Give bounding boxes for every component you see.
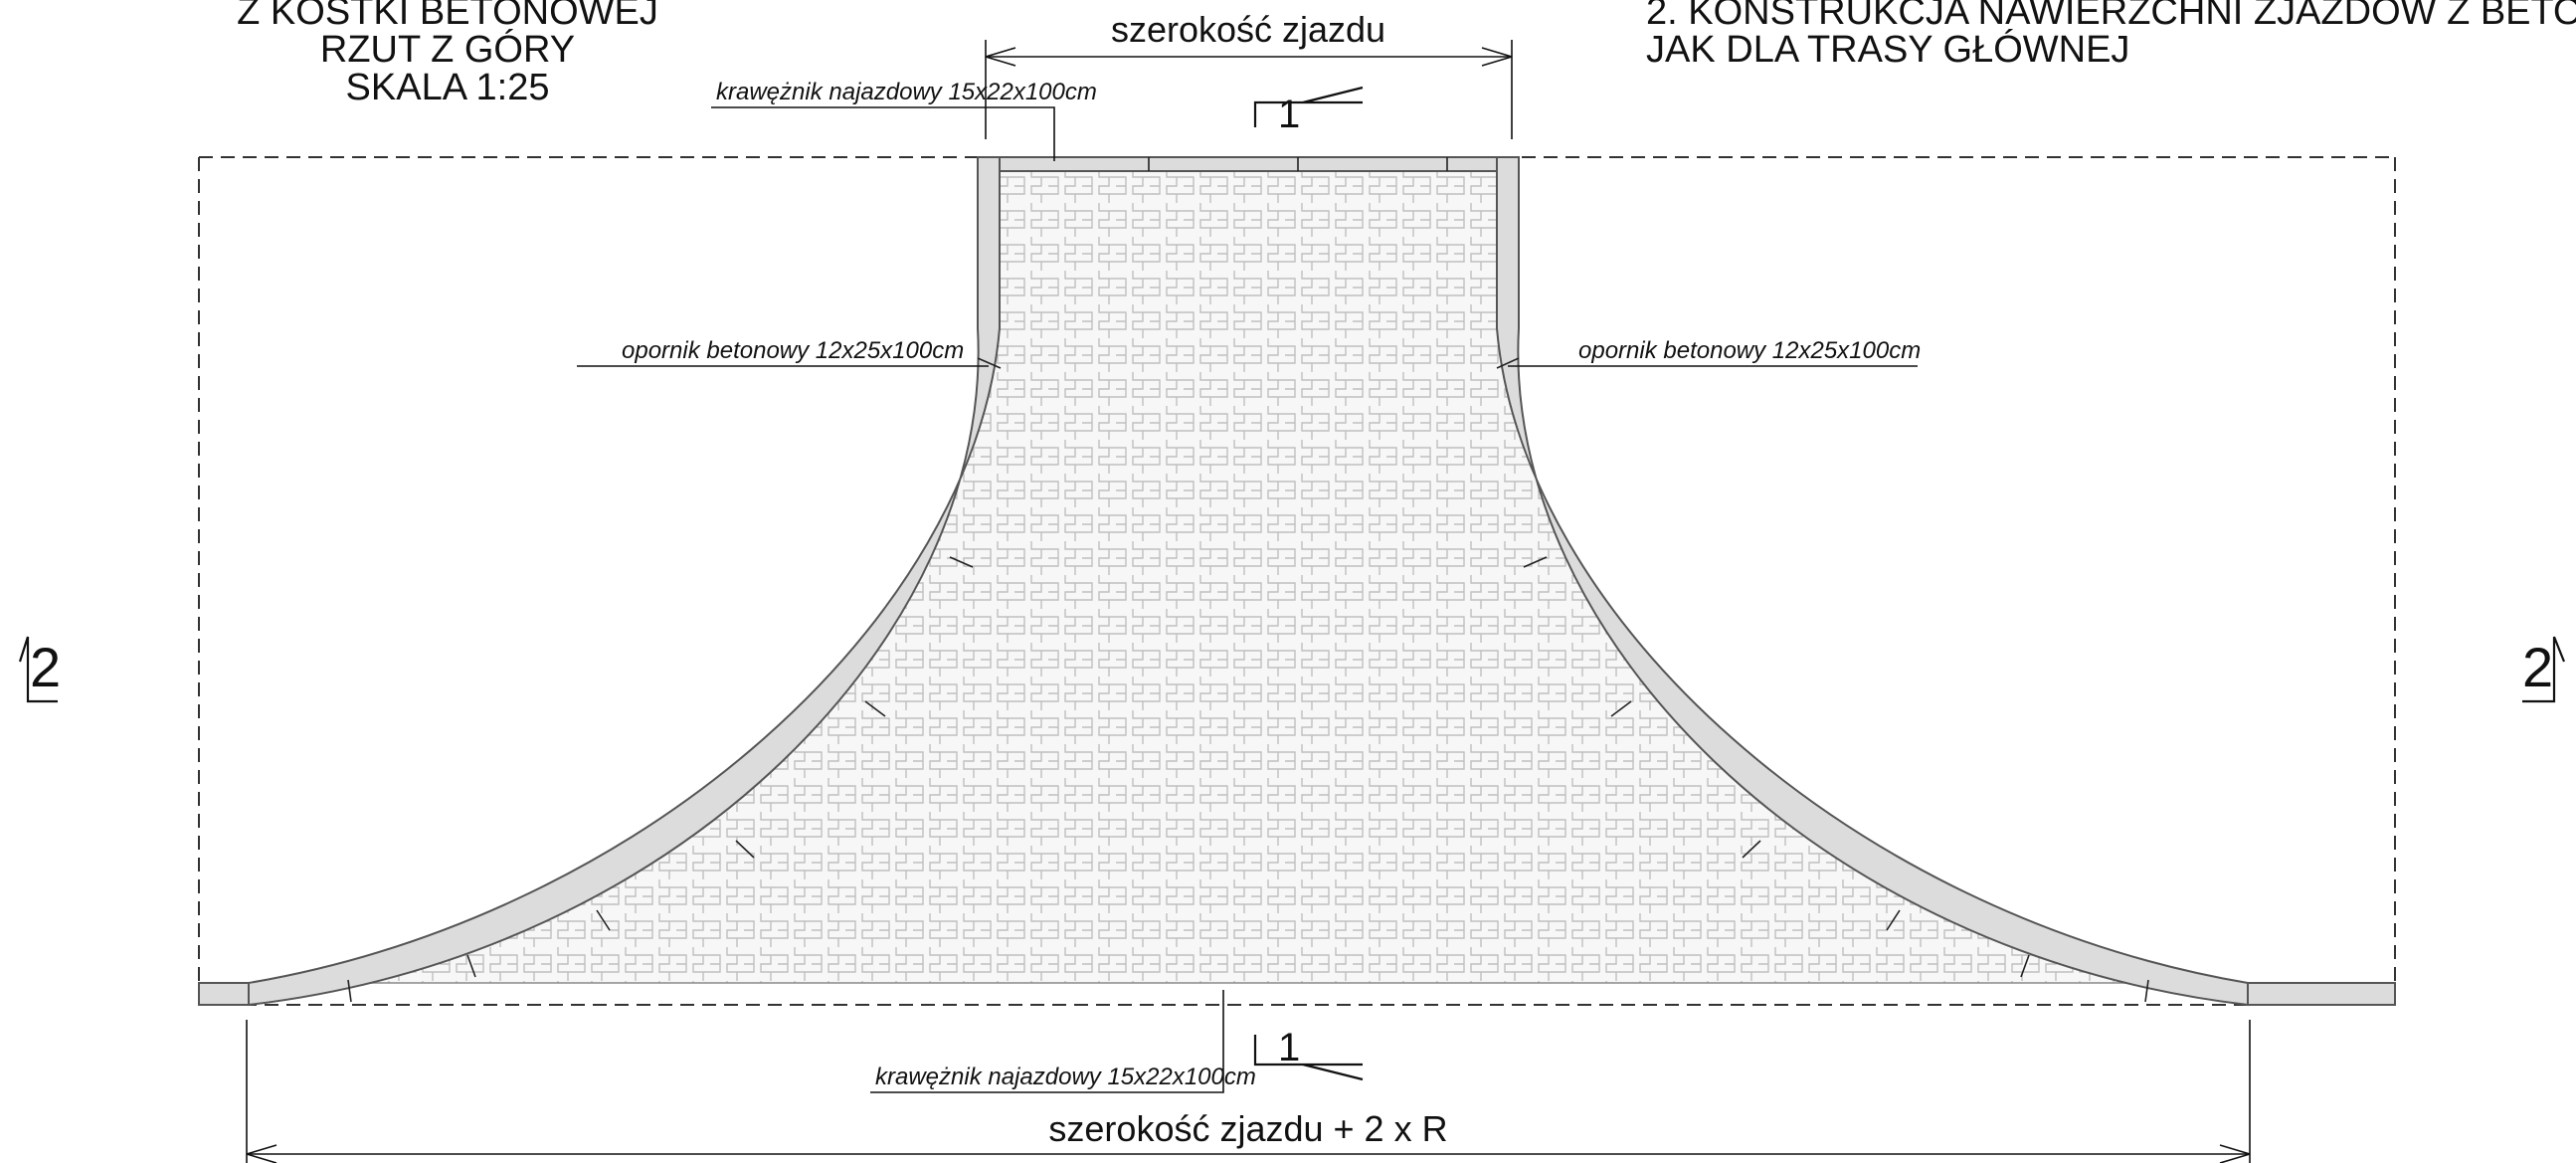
dimension-top-label: szerokość zjazdu xyxy=(1111,9,1385,50)
label-curb-bottom: krawężnik najazdowy 15x22x100cm xyxy=(870,990,1256,1093)
dimension-bottom: szerokość zjazdu + 2 x R xyxy=(246,1020,2251,1163)
label-curb-bottom-text: krawężnik najazdowy 15x22x100cm xyxy=(875,1064,1256,1090)
top-curb xyxy=(999,156,1498,172)
title-left-line3: SKALA 1:25 xyxy=(346,67,550,108)
label-edge-right: opornik betonowy 12x25x100cm xyxy=(1508,337,1921,367)
section-marker-bottom-number: 1 xyxy=(1278,1026,1300,1069)
section-marker-left: 2 xyxy=(18,636,61,703)
section-marker-left-number: 2 xyxy=(30,636,61,698)
title-left-line2: RZUT Z GÓRY xyxy=(320,28,575,71)
label-curb-top: krawężnik najazdowy 15x22x100cm xyxy=(711,79,1097,161)
section-marker-top-number: 1 xyxy=(1278,93,1300,136)
paver-surface xyxy=(248,170,2249,984)
dimension-bottom-label: szerokość zjazdu + 2 x R xyxy=(1048,1108,1447,1149)
paved-area xyxy=(248,170,2249,984)
title-right-line2: JAK DLA TRASY GŁÓWNEJ xyxy=(1646,28,2129,71)
section-marker-right: 2 xyxy=(2522,636,2566,703)
title-left-line1: Z KOSTKI BETONOWEJ xyxy=(237,0,658,33)
section-marker-top: 1 xyxy=(1253,86,1364,136)
label-curb-top-text: krawężnik najazdowy 15x22x100cm xyxy=(716,79,1097,105)
label-edge-left: opornik betonowy 12x25x100cm xyxy=(577,337,989,367)
title-right: 2. KONSTRUKCJA NAWIERZCHNI ZJAZDÓW Z BET… xyxy=(1646,0,2576,71)
title-right-line1: 2. KONSTRUKCJA NAWIERZCHNI ZJAZDÓW Z BET… xyxy=(1646,0,2576,33)
label-edge-right-text: opornik betonowy 12x25x100cm xyxy=(1578,337,1921,364)
title-left: Z KOSTKI BETONOWEJ RZUT Z GÓRY SKALA 1:2… xyxy=(237,0,658,108)
section-marker-right-number: 2 xyxy=(2522,636,2553,698)
dimension-top: szerokość zjazdu xyxy=(985,9,1513,139)
label-edge-left-text: opornik betonowy 12x25x100cm xyxy=(622,337,964,364)
road-curbs xyxy=(198,982,2396,1006)
section-marker-bottom: 1 xyxy=(1253,1026,1364,1081)
